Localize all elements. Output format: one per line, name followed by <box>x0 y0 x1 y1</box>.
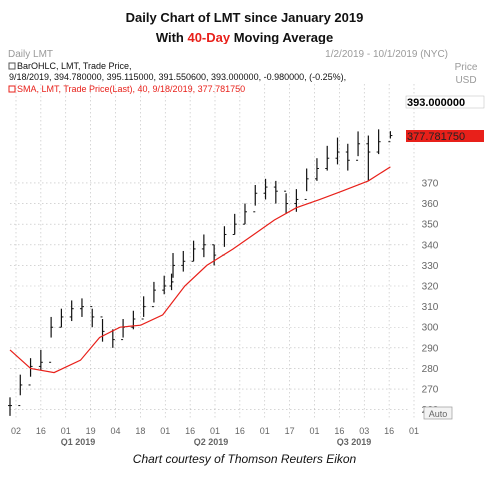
x-tick-label: 02 <box>11 426 21 436</box>
ohlc-legend-swatch <box>8 62 16 70</box>
ohlc-bar <box>253 185 258 213</box>
auto-scale-button[interactable]: Auto <box>423 406 453 420</box>
grid-layer <box>10 84 415 420</box>
ohlc-bar <box>273 180 278 204</box>
ohlc-legend-line1: BarOHLC, LMT, Trade Price, <box>17 61 132 71</box>
x-tick-label: 16 <box>235 426 245 436</box>
ohlc-bar <box>90 306 95 328</box>
auto-scale-button-box[interactable] <box>423 406 453 420</box>
y-tick-label: 310 <box>422 302 439 313</box>
ohlc-bar <box>28 358 33 386</box>
x-tick-label: 19 <box>86 426 96 436</box>
auto-scale-label[interactable]: Auto <box>429 409 448 419</box>
y-tick-label: 280 <box>422 364 439 375</box>
ohlc-bar <box>212 244 217 266</box>
chart-caption: Chart courtesy of Thomson Reuters Eikon <box>132 452 357 466</box>
ohlc-bar <box>284 190 289 214</box>
ohlc-bar <box>162 275 167 295</box>
subtitle-accent: 40-Day <box>187 30 231 45</box>
y-tick-label: 350 <box>422 220 439 231</box>
x-tick-label: 01 <box>61 426 71 436</box>
ohlc-bar <box>181 250 186 272</box>
chart-title-block: Daily Chart of LMT since January 2019 Wi… <box>0 8 489 48</box>
ohlc-bar <box>345 143 350 171</box>
ohlc-bar <box>18 374 23 407</box>
ohlc-legend-line2: 9/18/2019, 394.780000, 395.115000, 391.5… <box>9 72 346 82</box>
ohlc-bar <box>59 308 64 328</box>
ohlc-bar <box>232 213 237 235</box>
x-tick-label: 17 <box>285 426 295 436</box>
ohlc-bar <box>8 397 12 416</box>
series-layer <box>8 129 393 416</box>
ohlc-bar <box>304 168 309 200</box>
subtitle-suffix: Moving Average <box>230 30 334 45</box>
x-quarter-label: Q3 2019 <box>337 437 372 446</box>
ohlc-bar <box>242 203 247 225</box>
sma-price-tag: 377.781750 <box>406 130 484 143</box>
ohlc-bar <box>171 253 176 283</box>
x-tick-label: 01 <box>409 426 419 436</box>
date-range-label: 1/2/2019 - 10/1/2019 (NYC) <box>325 49 448 60</box>
ohlc-bar <box>376 129 381 155</box>
sma-line <box>9 166 391 374</box>
sma-price-value: 377.781750 <box>407 131 465 143</box>
last-price-tag: 393.000000 <box>405 95 485 109</box>
x-tick-label: 03 <box>359 426 369 436</box>
x-quarter-label: Q2 2019 <box>194 437 229 446</box>
last-price-value: 393.000000 <box>407 97 465 109</box>
sma-legend-swatch <box>8 85 16 93</box>
ohlc-bar <box>141 296 146 320</box>
ohlc-bar <box>366 135 371 181</box>
x-tick-label: 16 <box>334 426 344 436</box>
y-tick-label: 330 <box>422 261 439 272</box>
chart-symbol-label: Daily LMT <box>8 49 53 60</box>
subtitle-prefix: With <box>155 30 188 45</box>
y-tick-label: 370 <box>422 178 439 189</box>
ohlc-bar <box>335 137 340 165</box>
sma-legend: SMA, LMT, Trade Price(Last), 40, 9/18/20… <box>17 84 245 94</box>
x-tick-label: 18 <box>135 426 145 436</box>
x-tick-label: 04 <box>110 426 120 436</box>
y-tick-label: 300 <box>422 323 439 334</box>
chart-subtitle: With 40-Day Moving Average <box>0 28 489 48</box>
ohlc-bar <box>191 240 196 262</box>
y-tick-label: 360 <box>422 199 439 210</box>
currency-label: USD <box>455 75 476 86</box>
ohlc-bar <box>100 316 105 342</box>
x-tick-label: 01 <box>210 426 220 436</box>
last-price-tag-box <box>405 95 485 109</box>
x-tick-label: 16 <box>36 426 46 436</box>
ohlc-bar <box>388 131 393 143</box>
y-tick-label: 290 <box>422 343 439 354</box>
x-tick-label: 01 <box>160 426 170 436</box>
ohlc-bar <box>151 281 156 308</box>
ohlc-bar <box>201 234 206 258</box>
x-tick-label: 16 <box>384 426 394 436</box>
x-tick-label: 01 <box>260 426 270 436</box>
sma-price-tag-box <box>406 130 484 142</box>
y-tick-label: 340 <box>422 240 439 251</box>
ohlc-bar <box>49 316 54 363</box>
ohlc-bar <box>69 300 74 322</box>
ohlc-bar <box>79 298 84 317</box>
ohlc-bar <box>325 145 330 171</box>
ohlc-bar <box>314 158 319 181</box>
ohlc-bar <box>263 178 268 200</box>
y-tick-label: 320 <box>422 282 439 293</box>
x-tick-label: 01 <box>309 426 319 436</box>
chart-frame <box>5 44 484 446</box>
x-tick-label: 16 <box>185 426 195 436</box>
price-chart: 2602702802903003103203303403503603700216… <box>5 44 485 446</box>
y-tick-label: 270 <box>422 385 439 396</box>
ohlc-bar <box>356 131 361 161</box>
price-axis-title: Price <box>455 62 478 73</box>
chart-title: Daily Chart of LMT since January 2019 <box>125 10 364 25</box>
ohlc-bar <box>38 349 43 371</box>
x-quarter-label: Q1 2019 <box>61 437 96 446</box>
